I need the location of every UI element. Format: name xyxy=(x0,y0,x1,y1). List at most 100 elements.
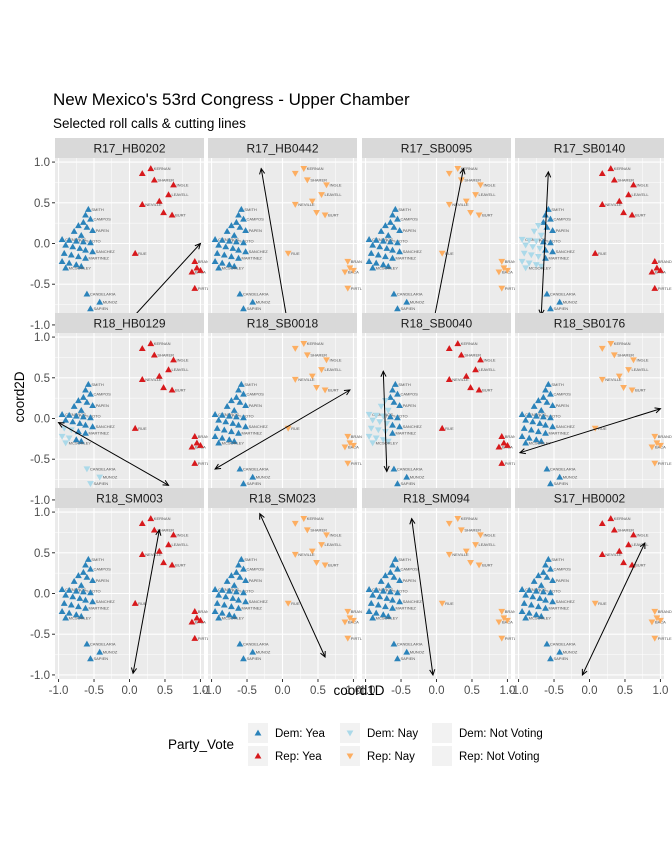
legislator-point xyxy=(77,612,85,619)
legislator-point xyxy=(384,438,392,445)
legislator-label: SHARER xyxy=(464,177,481,182)
legislator-point xyxy=(82,429,89,436)
legislator-point xyxy=(60,599,68,606)
legislator-point xyxy=(535,397,542,404)
legislator-point xyxy=(240,655,247,662)
legislator-label: PAPEN xyxy=(249,403,262,408)
legislator-label: MUNOZ xyxy=(103,650,118,655)
legislator-point xyxy=(215,264,223,271)
legislator-point xyxy=(457,527,465,534)
facet-R18_SM023: R18_SM023SMITHCAMPOSPAPENCISNEROSIVEY-SO… xyxy=(202,488,368,697)
legislator-point xyxy=(462,372,470,379)
legislator-point xyxy=(218,259,226,266)
legislator-point xyxy=(625,541,632,548)
legislator-label: SANCHEZ xyxy=(249,599,269,604)
legislator-label: MARTINEZ xyxy=(549,606,570,611)
legislator-label: LEAVELL xyxy=(172,542,190,547)
facet-R18_SM003: R18_SM003SMITHCAMPOSPAPENCISNEROSIVEY-SO… xyxy=(30,488,215,697)
legislator-point xyxy=(630,531,637,538)
legislator-point xyxy=(386,393,394,400)
legislator-point xyxy=(235,429,242,436)
legislator-label: LEAVELL xyxy=(632,192,650,197)
legislator-label: MUNOZ xyxy=(410,650,425,655)
cutting-line-arrowhead xyxy=(320,651,326,659)
legislator-point xyxy=(236,640,244,647)
legislator-point xyxy=(69,593,77,600)
legislator-label: CANDELARIA xyxy=(550,641,576,646)
legislator-point xyxy=(62,416,70,423)
legislator-label: PAPEN xyxy=(249,578,262,583)
facet-panels: R17_HB0202SMITHCAMPOSPAPENCISNEROSIVEY-S… xyxy=(30,138,672,697)
legislator-point xyxy=(235,561,242,568)
legend-label: Rep: Nay xyxy=(367,751,415,763)
legislator-point xyxy=(291,170,299,177)
legislator-point xyxy=(138,551,146,557)
legislator-point xyxy=(525,411,533,418)
legislator-point xyxy=(445,520,453,527)
legislator-point xyxy=(500,265,508,272)
legislator-point xyxy=(235,596,242,603)
legislator-label: NEVILLE xyxy=(605,202,622,207)
legislator-label: CANDELARIA xyxy=(397,291,423,296)
legislator-point xyxy=(242,598,250,605)
legislator-point xyxy=(532,611,540,618)
legislator-point xyxy=(229,594,237,601)
legislator-point xyxy=(537,437,545,444)
legislator-point xyxy=(89,577,97,584)
legislator-label: MUNOZ xyxy=(563,650,578,655)
legislator-point xyxy=(382,398,389,404)
legislator-label: BURT xyxy=(482,563,493,568)
legislator-label: BURT xyxy=(482,388,493,393)
legislator-point xyxy=(598,520,606,527)
legislator-point xyxy=(249,298,257,305)
legislator-point xyxy=(543,640,551,647)
legislator-label: CAMPOS xyxy=(400,217,418,222)
legislator-point xyxy=(165,366,172,373)
legislator-point xyxy=(165,541,172,548)
legislator-point xyxy=(390,223,398,230)
legislator-point xyxy=(96,648,104,655)
legislator-point xyxy=(82,596,89,603)
legislator-point xyxy=(58,236,66,242)
legislator-point xyxy=(188,268,196,275)
legislator-point xyxy=(211,411,219,417)
legislator-point xyxy=(374,427,382,434)
legislator-point xyxy=(188,618,196,625)
legislator-point xyxy=(138,520,146,527)
legislator-point xyxy=(372,259,380,266)
legislator-label: SAPIEN xyxy=(553,656,568,661)
legislator-point xyxy=(313,385,320,391)
legislator-point xyxy=(65,259,73,266)
legislator-point xyxy=(535,603,542,610)
legislator-label: MUNOZ xyxy=(256,650,271,655)
legislator-point xyxy=(300,166,308,172)
cutting-line-arrowhead xyxy=(57,422,65,428)
legislator-point xyxy=(657,266,664,273)
legislator-label: KERNAN xyxy=(461,166,478,171)
legislator-point xyxy=(657,442,664,449)
legislator-point xyxy=(82,246,89,253)
legend-label: Dem: Not Voting xyxy=(459,728,543,740)
legislator-point xyxy=(369,417,377,424)
legislator-point xyxy=(384,612,392,619)
legislator-point xyxy=(235,211,242,218)
legislator-label: CANDELARIA xyxy=(397,641,423,646)
legislator-point xyxy=(544,380,552,387)
legislator-point xyxy=(191,284,199,291)
legislator-point xyxy=(344,460,352,467)
legislator-point xyxy=(527,252,535,259)
legislator-label: KERNAN xyxy=(307,516,324,521)
legislator-point xyxy=(651,635,659,642)
legislator-point xyxy=(438,600,446,607)
legislator-point xyxy=(542,561,549,568)
legislator-point xyxy=(530,228,538,235)
legend-entry-dem_yea: Dem: Yea xyxy=(248,723,325,743)
legislator-point xyxy=(525,609,533,616)
facet-R17_HB0442: R17_HB0442SMITHCAMPOSPAPENCISNEROSIVEY-S… xyxy=(208,138,368,329)
legislator-point xyxy=(394,305,401,312)
legislator-label: SANCHEZ xyxy=(403,599,423,604)
legislator-point xyxy=(522,416,530,423)
legislator-label: BRANDT xyxy=(351,609,368,614)
legislator-point xyxy=(168,386,176,393)
legislator-point xyxy=(547,655,554,662)
